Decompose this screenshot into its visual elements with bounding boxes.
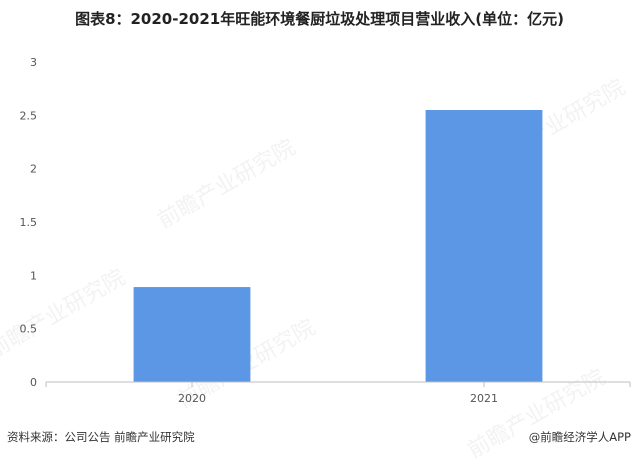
- credit-note: @前瞻经济学人APP: [528, 430, 631, 444]
- watermark-text: 前瞻产业研究院: [0, 265, 130, 364]
- y-tick-label: 0: [30, 376, 37, 389]
- y-tick-label: 1.5: [20, 216, 38, 229]
- watermark-text: 前瞻产业研究院: [154, 135, 300, 234]
- source-note: 资料来源：公司公告 前瞻产业研究院: [7, 430, 195, 444]
- bar-2021: [425, 110, 543, 382]
- y-tick-label: 2.5: [20, 109, 38, 122]
- y-tick-label: 3: [30, 56, 37, 69]
- bars: [133, 110, 543, 382]
- x-axis-ticks: 2020 2021: [45, 382, 631, 405]
- x-tick-label: 2021: [470, 392, 498, 405]
- bar-2020: [133, 287, 251, 382]
- y-tick-label: 0.5: [20, 323, 38, 336]
- x-tick-label: 2020: [178, 392, 206, 405]
- chart-title: 图表8：2020-2021年旺能环境餐厨垃圾处理项目营业收入(单位：亿元): [75, 10, 564, 28]
- y-tick-label: 1: [30, 269, 37, 282]
- y-tick-label: 2: [30, 163, 37, 176]
- y-axis-ticks: 0 0.5 1 1.5 2 2.5 3: [20, 56, 38, 389]
